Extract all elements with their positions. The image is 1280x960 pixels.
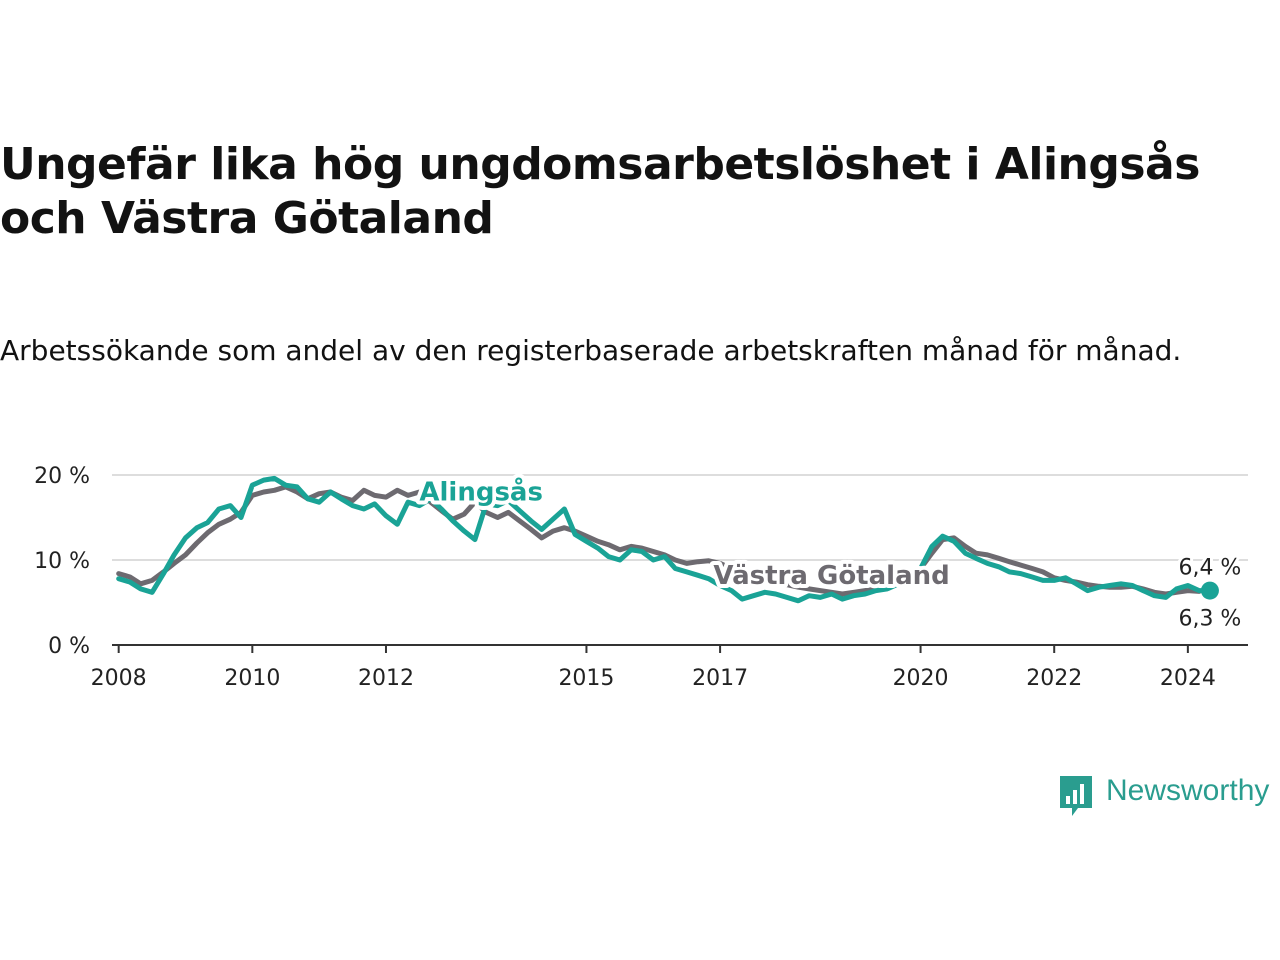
y-tick-label: 20 % [34,464,90,489]
x-tick-label: 2012 [358,666,414,691]
bar-chart-speech-bubble-icon [1060,776,1092,816]
end-value-label-halo: 6,4 % [1178,556,1241,581]
y-tick-label: 10 % [34,549,90,574]
chart-title: Ungefär lika hög ungdomsarbetslöshet i A… [0,139,1200,244]
end-value-label-halo: 6,3 % [1178,606,1241,631]
x-tick-label: 2017 [692,666,748,691]
series-lines [116,475,1219,604]
series-label-halo: Alingsås [419,476,543,508]
series-label: Alingsås [419,476,543,508]
series-line [116,484,1202,597]
newsworthy-logo: Newsworthy [1058,772,1278,820]
x-tick-label: 2010 [224,666,280,691]
end-value-label: 6,4 % [1178,556,1241,581]
series-label: Västra Götaland [713,561,949,591]
x-tick-label: 2008 [91,666,147,691]
y-axis-ticks: 0 % 10 % 20 % [34,464,90,659]
x-tick-label: 2015 [558,666,614,691]
x-tick-label: 2022 [1026,666,1082,691]
series-end-point [1200,581,1219,600]
series-label-halo: Västra Götaland [713,561,949,591]
end-value-label: 6,3 % [1178,606,1241,631]
x-tick-label: 2020 [893,666,949,691]
y-tick-label: 0 % [48,634,90,659]
chart-subtitle: Arbetssökande som andel av den registerb… [0,334,1182,367]
line-chart: 0 % 10 % 20 % 2008 2010 2012 2015 2017 2020 2022… [34,464,1248,691]
brand-name: Newsworthy [1106,774,1270,807]
x-tick-label: 2024 [1160,666,1216,691]
series-line [116,475,1213,604]
x-axis-ticks: 2008 2010 2012 2015 2017 2020 2022 2024 [91,645,1216,691]
